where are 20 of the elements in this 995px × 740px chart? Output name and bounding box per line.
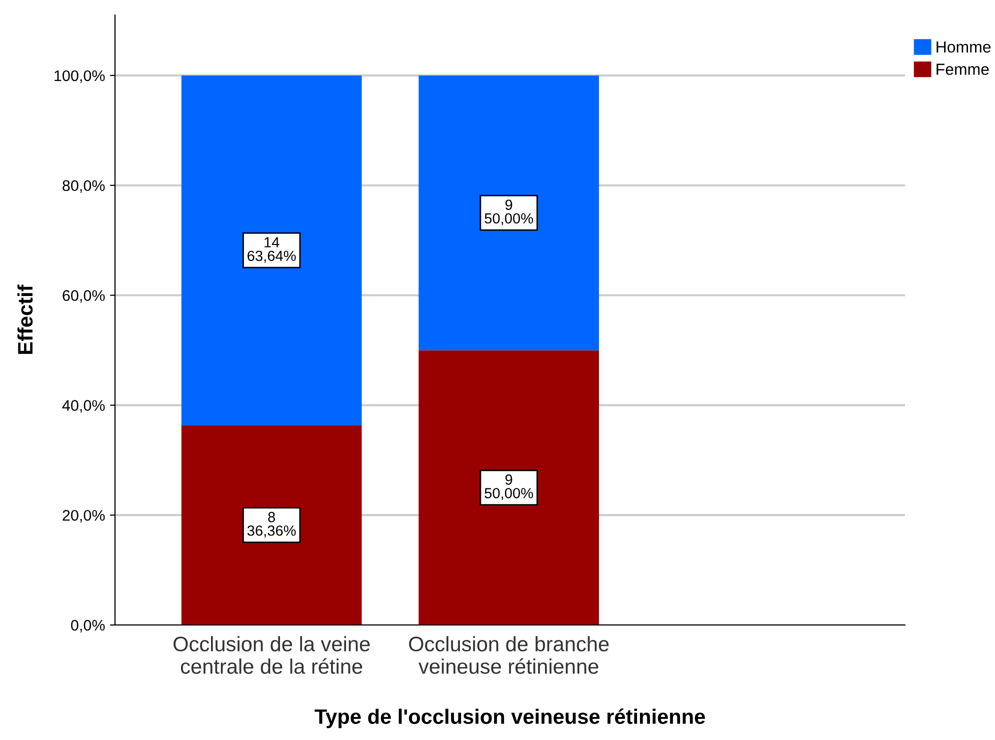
x-axis-title: Type de l'occlusion veineuse rétinienne	[314, 708, 705, 728]
legend-label: Femme	[936, 64, 989, 75]
bar	[418, 75, 599, 350]
y-axis-title: Effectif	[17, 284, 33, 354]
legend-label: Homme	[936, 41, 991, 53]
y-tick-label: 40,0%	[62, 400, 105, 413]
bar	[181, 75, 362, 426]
y-tick-label: 100,0%	[54, 70, 105, 83]
x-tick-label: Occlusion de branche veineuse rétinienne	[409, 636, 609, 674]
y-tick-label: 20,0%	[62, 510, 105, 523]
bar	[181, 425, 362, 625]
data-label: 14 63,64%	[248, 237, 296, 263]
y-tick-label: 80,0%	[62, 180, 105, 193]
y-tick-label: 60,0%	[62, 290, 105, 303]
data-label: 9 50,00%	[484, 474, 534, 500]
y-tick-label: 0,0%	[71, 620, 105, 632]
bar	[418, 350, 599, 625]
data-label: 8 36,36%	[247, 512, 296, 538]
x-tick-label: Occlusion de la veine centrale de la rétine	[174, 636, 370, 674]
data-label: 9 50,00%	[484, 200, 534, 226]
